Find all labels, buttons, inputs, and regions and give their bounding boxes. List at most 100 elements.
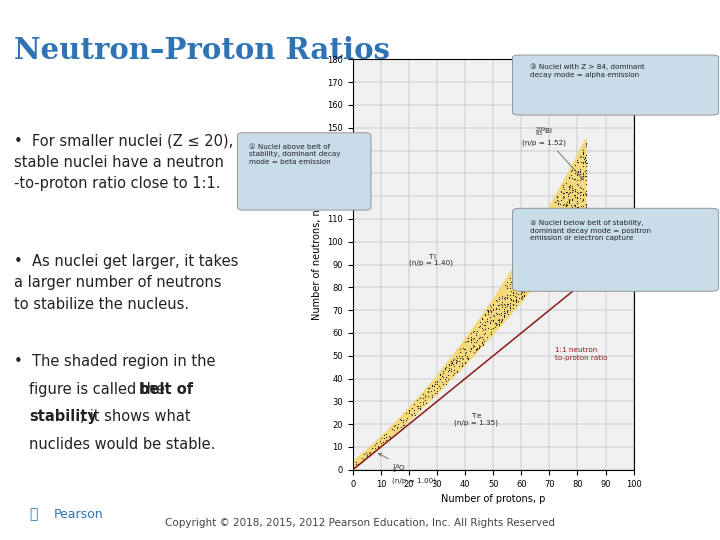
Point <box>518 291 529 300</box>
Point <box>434 371 446 380</box>
Text: stability: stability <box>30 409 97 424</box>
Point <box>482 306 493 314</box>
Point <box>510 297 521 306</box>
Point <box>560 218 572 227</box>
Point <box>555 195 567 204</box>
Point <box>541 260 552 269</box>
Point <box>395 416 406 424</box>
Point <box>407 404 418 413</box>
Point <box>502 301 513 310</box>
Point <box>530 244 541 253</box>
Point <box>549 234 561 242</box>
Point <box>529 234 541 243</box>
Point <box>397 418 409 427</box>
Point <box>518 291 529 300</box>
Point <box>420 393 431 401</box>
Point <box>456 352 468 360</box>
Point <box>570 219 581 227</box>
Point <box>577 159 588 167</box>
Point <box>462 337 473 346</box>
Point <box>507 276 518 285</box>
Point <box>549 198 561 206</box>
Point <box>465 335 477 343</box>
Point <box>521 279 532 288</box>
Text: $^{16}_{8}$O
(n/p = 1.00): $^{16}_{8}$O (n/p = 1.00) <box>379 454 436 484</box>
Point <box>361 451 373 460</box>
Point <box>541 238 553 247</box>
Point <box>541 231 553 239</box>
Point <box>477 340 488 349</box>
Point <box>563 174 575 183</box>
Point <box>400 415 411 424</box>
Point <box>552 240 563 249</box>
Point <box>423 388 434 396</box>
Point <box>536 268 547 276</box>
Point <box>381 429 392 438</box>
Point <box>490 296 502 305</box>
Point <box>485 319 496 327</box>
Point <box>549 204 560 212</box>
Point <box>516 288 528 296</box>
Point <box>490 309 501 318</box>
Point <box>539 250 550 259</box>
Point <box>478 321 490 329</box>
Point <box>498 300 510 308</box>
Point <box>420 395 431 404</box>
Point <box>414 394 426 402</box>
Point <box>460 348 472 356</box>
Point <box>567 194 578 203</box>
Point <box>532 225 544 234</box>
Point <box>561 219 572 228</box>
Text: •  For smaller nuclei (Z ≤ 20),
stable nuclei have a neutron
-to-proton ratio cl: • For smaller nuclei (Z ≤ 20), stable nu… <box>14 133 233 191</box>
Point <box>477 323 488 332</box>
Point <box>441 372 452 381</box>
Point <box>546 246 558 254</box>
Point <box>482 316 493 325</box>
Point <box>451 367 462 376</box>
Point <box>465 335 477 344</box>
Point <box>577 201 588 210</box>
Point <box>505 303 516 312</box>
Point <box>546 219 558 227</box>
Point <box>572 220 583 228</box>
Point <box>507 299 518 308</box>
Point <box>405 409 417 418</box>
Point <box>558 189 570 198</box>
Point <box>495 317 507 326</box>
Point <box>555 219 567 227</box>
Text: $^{\ }_{\ }$Tl
(n/p = 1.40): $^{\ }_{\ }$Tl (n/p = 1.40) <box>410 252 454 266</box>
Point <box>546 252 558 261</box>
Point <box>477 339 488 347</box>
Point <box>510 279 521 287</box>
Point <box>518 256 530 265</box>
Point <box>570 187 581 195</box>
Point <box>570 169 581 178</box>
Point <box>569 222 580 231</box>
Point <box>569 210 580 219</box>
Point <box>499 281 510 289</box>
Point <box>581 159 593 167</box>
Point <box>526 276 538 285</box>
Point <box>571 203 582 212</box>
Point <box>387 425 398 434</box>
Point <box>567 210 578 218</box>
Text: ② Nuclei below belt of stability,
dominant decay mode = positron
emission or ele: ② Nuclei below belt of stability, domina… <box>530 220 651 241</box>
Point <box>539 259 550 268</box>
Point <box>516 262 527 271</box>
Point <box>442 370 454 379</box>
Point <box>376 434 387 442</box>
Point <box>580 156 592 164</box>
Point <box>474 342 485 350</box>
Point <box>429 380 441 389</box>
Point <box>558 218 570 227</box>
Point <box>525 277 536 286</box>
Point <box>473 342 485 351</box>
Point <box>538 263 549 272</box>
Point <box>364 450 375 458</box>
Point <box>465 335 477 343</box>
Point <box>485 307 497 315</box>
Point <box>567 203 578 212</box>
Point <box>552 239 563 248</box>
Point <box>566 185 577 194</box>
Point <box>443 364 454 373</box>
